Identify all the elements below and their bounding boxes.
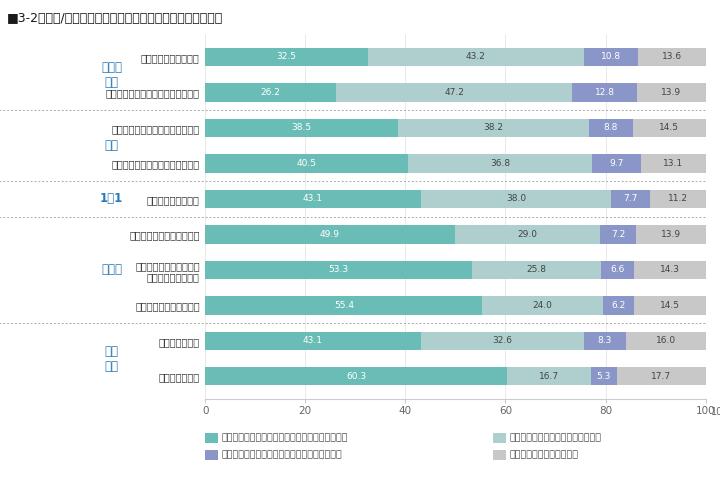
Text: 13.1: 13.1 — [663, 159, 683, 168]
Text: 8.3: 8.3 — [598, 336, 612, 345]
Text: 38.2: 38.2 — [483, 123, 503, 133]
Bar — [572, 83, 636, 102]
Text: 11.2: 11.2 — [667, 195, 688, 203]
Text: 機能的
伝達: 機能的 伝達 — [101, 60, 122, 89]
Bar — [636, 83, 706, 102]
Bar — [590, 367, 617, 385]
Bar — [584, 332, 626, 350]
Text: 40.5: 40.5 — [297, 159, 317, 168]
Bar — [205, 225, 455, 243]
Text: 1対1: 1対1 — [100, 192, 123, 205]
Bar — [205, 48, 368, 66]
Text: 100(%): 100(%) — [711, 407, 720, 416]
Text: 29.0: 29.0 — [518, 230, 537, 239]
Text: 7.2: 7.2 — [611, 230, 625, 239]
Bar — [636, 225, 706, 243]
Bar — [600, 225, 636, 243]
Bar — [336, 83, 572, 102]
Bar — [641, 154, 706, 173]
Text: わからない・判断できない: わからない・判断できない — [510, 451, 579, 459]
Text: 対面のほうがオンラインよりも有意義な場になる: 対面のほうがオンラインよりも有意義な場になる — [222, 434, 348, 442]
Bar — [421, 332, 584, 350]
Text: 32.6: 32.6 — [492, 336, 513, 345]
Text: 8.8: 8.8 — [604, 123, 618, 133]
Text: 24.0: 24.0 — [533, 301, 552, 310]
Bar — [626, 332, 706, 350]
Text: 16.7: 16.7 — [539, 372, 559, 381]
Bar — [408, 154, 592, 173]
Text: 創発: 創発 — [104, 139, 119, 152]
Text: 47.2: 47.2 — [444, 88, 464, 97]
Bar — [205, 332, 421, 350]
Bar — [507, 367, 590, 385]
Bar — [368, 48, 584, 66]
Bar — [603, 296, 634, 315]
Text: ■3-2　会議/会話の目的別、有意義な集まり方（単一回答）: ■3-2 会議/会話の目的別、有意義な集まり方（単一回答） — [7, 12, 223, 25]
Text: 38.5: 38.5 — [292, 123, 312, 133]
Bar — [589, 119, 633, 137]
Bar — [482, 296, 603, 315]
Bar — [584, 48, 638, 66]
Text: 7.7: 7.7 — [623, 195, 637, 203]
Text: 17.7: 17.7 — [652, 372, 671, 381]
Text: 14.5: 14.5 — [660, 123, 680, 133]
Bar — [592, 154, 641, 173]
Text: 非公式: 非公式 — [101, 263, 122, 276]
Text: 43.2: 43.2 — [466, 52, 486, 61]
Bar — [649, 190, 706, 208]
Text: 49.9: 49.9 — [320, 230, 340, 239]
Bar — [205, 119, 398, 137]
Bar — [634, 296, 706, 315]
Text: 36.8: 36.8 — [490, 159, 510, 168]
Bar — [611, 190, 649, 208]
Text: 13.6: 13.6 — [662, 52, 682, 61]
Bar — [205, 296, 482, 315]
Bar — [601, 260, 634, 279]
Text: 5.3: 5.3 — [597, 372, 611, 381]
Bar — [421, 190, 611, 208]
Text: 12.8: 12.8 — [595, 88, 614, 97]
Bar — [205, 83, 336, 102]
Text: 53.3: 53.3 — [328, 265, 348, 274]
Text: 9.7: 9.7 — [609, 159, 624, 168]
Bar — [205, 190, 421, 208]
Bar — [634, 260, 706, 279]
Text: 10.8: 10.8 — [601, 52, 621, 61]
Text: 32.5: 32.5 — [276, 52, 297, 61]
Text: 14.3: 14.3 — [660, 265, 680, 274]
Bar — [633, 119, 706, 137]
Bar — [205, 367, 507, 385]
Bar — [617, 367, 706, 385]
Text: 43.1: 43.1 — [303, 195, 323, 203]
Bar — [205, 154, 408, 173]
Text: オンラインでも対面でも同じである: オンラインでも対面でも同じである — [510, 434, 602, 442]
Text: 60.3: 60.3 — [346, 372, 366, 381]
Text: 43.1: 43.1 — [303, 336, 323, 345]
Bar — [205, 260, 472, 279]
Text: 13.9: 13.9 — [661, 88, 681, 97]
Text: 体験
共有: 体験 共有 — [104, 345, 119, 373]
Text: 25.8: 25.8 — [526, 265, 546, 274]
Text: 6.2: 6.2 — [611, 301, 625, 310]
Text: 6.6: 6.6 — [611, 265, 625, 274]
Bar — [638, 48, 706, 66]
Text: 38.0: 38.0 — [506, 195, 526, 203]
Text: 55.4: 55.4 — [334, 301, 354, 310]
Text: 26.2: 26.2 — [261, 88, 281, 97]
Bar — [455, 225, 600, 243]
Text: 14.5: 14.5 — [660, 301, 680, 310]
Bar — [472, 260, 601, 279]
Text: オンラインのほうが対面より有意義な場になる: オンラインのほうが対面より有意義な場になる — [222, 451, 343, 459]
Text: 13.9: 13.9 — [661, 230, 681, 239]
Text: 16.0: 16.0 — [655, 336, 675, 345]
Bar — [398, 119, 589, 137]
